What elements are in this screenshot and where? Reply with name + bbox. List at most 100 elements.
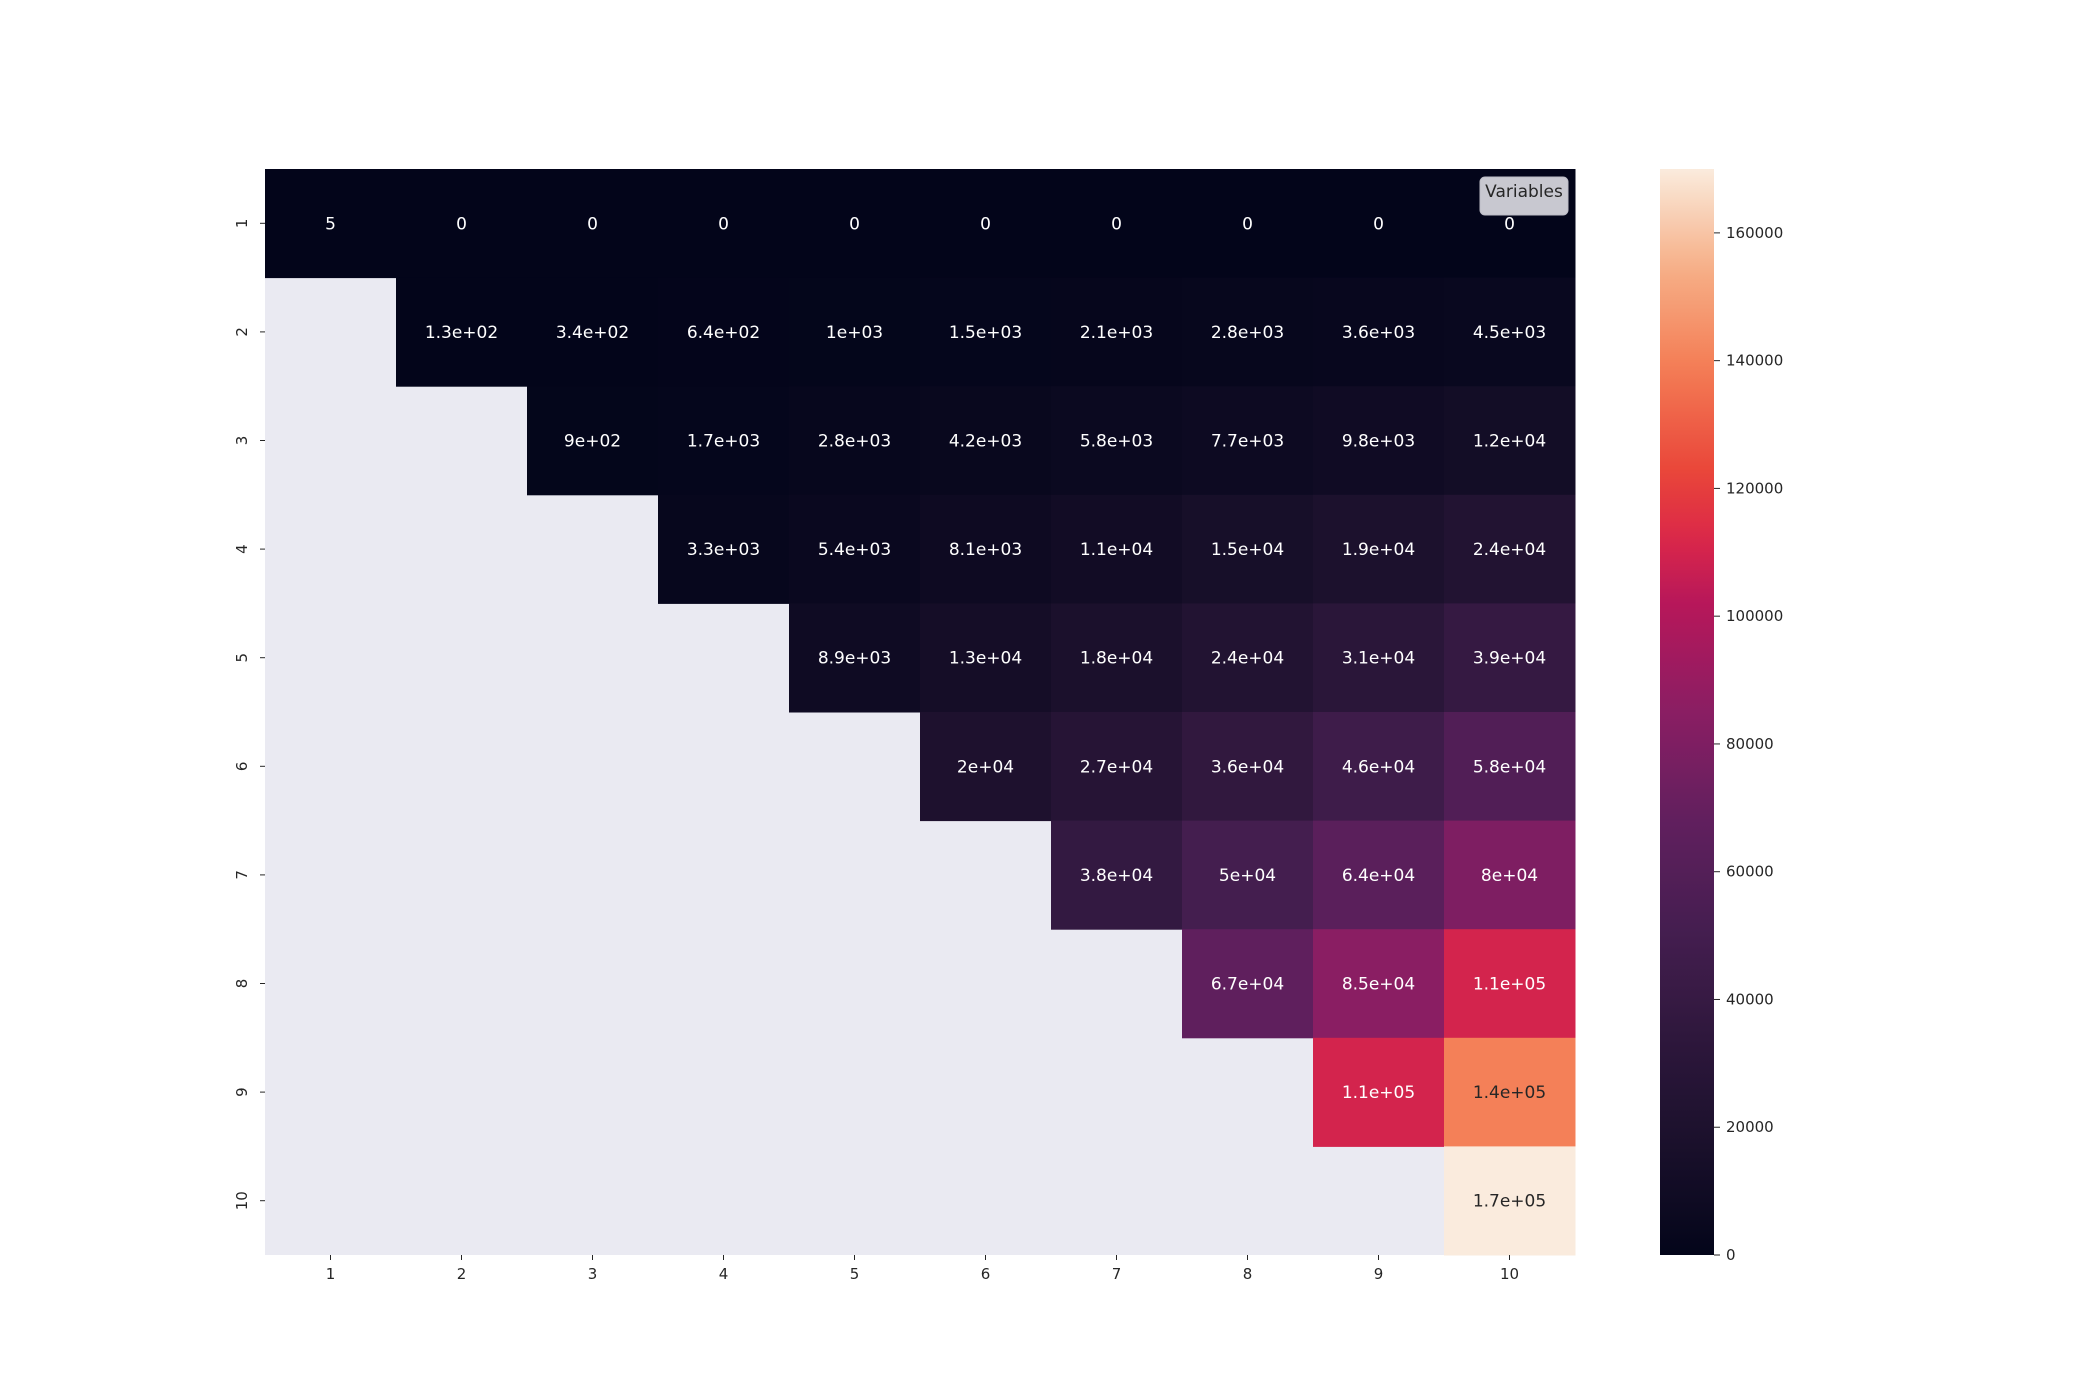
legend-box — [1479, 176, 1569, 216]
cell-annotation: 5.8e+03 — [1080, 432, 1153, 452]
cell-annotation: 0 — [456, 214, 467, 234]
cell-annotation: 1.8e+04 — [1080, 649, 1153, 669]
x-tick-label: 4 — [719, 1265, 729, 1283]
cell-annotation: 1.4e+05 — [1473, 1083, 1546, 1103]
cell-annotation: 3.8e+04 — [1080, 866, 1153, 886]
heatmap-cell — [1051, 494, 1183, 604]
cell-annotation: 3.4e+02 — [556, 323, 629, 343]
heatmap-cell — [1182, 169, 1314, 279]
heatmap-cell — [1444, 929, 1576, 1039]
cell-annotation: 0 — [1242, 214, 1253, 234]
cell-annotation: 2.4e+04 — [1211, 649, 1284, 669]
colorbar-tick-label: 20000 — [1726, 1118, 1774, 1136]
cell-annotation: 1.7e+03 — [687, 432, 760, 452]
heatmap-cell — [1182, 820, 1314, 930]
heatmap-cell — [1313, 820, 1445, 930]
colorbar-tick-label: 140000 — [1726, 352, 1783, 370]
cell-annotation: 6.7e+04 — [1211, 975, 1284, 995]
cell-annotation: 2.8e+03 — [818, 432, 891, 452]
heatmap-cell — [1313, 1037, 1445, 1147]
cell-annotation: 0 — [587, 214, 598, 234]
heatmap-cell — [1444, 1037, 1576, 1147]
heatmap-cell — [1313, 169, 1445, 279]
legend-label: Variables — [1485, 182, 1563, 202]
x-tick-label: 3 — [588, 1265, 598, 1283]
cell-annotation: 8.1e+03 — [949, 540, 1022, 560]
cell-annotation: 0 — [1111, 214, 1122, 234]
cell-annotation: 9e+02 — [564, 432, 621, 452]
y-tick-label: 4 — [233, 544, 251, 554]
heatmap-cell — [1444, 712, 1576, 822]
heatmap-cell — [1051, 277, 1183, 387]
y-tick-label: 2 — [233, 327, 251, 337]
cell-annotation: 3.6e+04 — [1211, 757, 1284, 777]
colorbar-tick-label: 80000 — [1726, 735, 1774, 753]
heatmap-cell — [789, 603, 921, 713]
cell-annotation: 3.1e+04 — [1342, 649, 1415, 669]
x-tick-label: 7 — [1112, 1265, 1122, 1283]
colorbar-tick-label: 60000 — [1726, 863, 1774, 881]
cell-annotation: 0 — [718, 214, 729, 234]
y-tick-label: 10 — [233, 1191, 251, 1210]
cell-annotation: 0 — [1373, 214, 1384, 234]
cell-annotation: 3.6e+03 — [1342, 323, 1415, 343]
cell-annotation: 8.9e+03 — [818, 649, 891, 669]
cell-annotation: 4.2e+03 — [949, 432, 1022, 452]
cell-annotation: 4.6e+04 — [1342, 757, 1415, 777]
colorbar-tick-label: 160000 — [1726, 224, 1783, 242]
x-tick-label: 2 — [457, 1265, 467, 1283]
cell-annotation: 8.5e+04 — [1342, 975, 1415, 995]
cell-annotation: 1.3e+02 — [425, 323, 498, 343]
heatmap-cell — [1444, 820, 1576, 930]
cell-annotation: 2.1e+03 — [1080, 323, 1153, 343]
y-axis: 1 2 3 4 5 6 7 8 9 10 — [233, 219, 265, 1210]
colorbar-gradient — [1660, 169, 1714, 1255]
cell-annotation: 2.7e+04 — [1080, 757, 1153, 777]
heatmap-cell — [920, 494, 1052, 604]
cell-annotation: 6.4e+04 — [1342, 866, 1415, 886]
y-tick-label: 7 — [233, 870, 251, 880]
heatmap-cell — [920, 603, 1052, 713]
heatmap-cell — [1444, 277, 1576, 387]
cell-annotation: 1e+03 — [826, 323, 883, 343]
heatmap-cell — [1182, 603, 1314, 713]
cell-annotation: 1.5e+03 — [949, 323, 1022, 343]
heatmap-cell — [1313, 929, 1445, 1039]
y-tick-label: 5 — [233, 653, 251, 663]
cell-annotation: 1.1e+05 — [1342, 1083, 1415, 1103]
cell-annotation: 0 — [980, 214, 991, 234]
y-tick-label: 6 — [233, 762, 251, 772]
heatmap-cell — [1444, 603, 1576, 713]
heatmap-cell — [527, 169, 659, 279]
heatmap-cell — [1444, 386, 1576, 496]
colorbar-tick-label: 120000 — [1726, 479, 1783, 497]
cell-annotation: 1.9e+04 — [1342, 540, 1415, 560]
cell-annotation: 9.8e+03 — [1342, 432, 1415, 452]
y-tick-label: 9 — [233, 1087, 251, 1097]
heatmap-cell — [1444, 494, 1576, 604]
cell-annotation: 2e+04 — [957, 757, 1014, 777]
heatmap-cell — [789, 277, 921, 387]
colorbar-ticks: 0 20000 40000 60000 80000 100000 120000 140000 1… — [1714, 224, 1783, 1264]
x-tick-label: 8 — [1243, 1265, 1253, 1283]
colorbar-tick-label: 40000 — [1726, 990, 1774, 1008]
heatmap-cell — [1051, 712, 1183, 822]
cell-annotation: 5.4e+03 — [818, 540, 891, 560]
colorbar-tick-label: 0 — [1726, 1246, 1736, 1264]
cell-annotation: 1.3e+04 — [949, 649, 1022, 669]
cell-annotation: 0 — [849, 214, 860, 234]
x-tick-label: 6 — [981, 1265, 991, 1283]
cell-annotation: 1.2e+04 — [1473, 432, 1546, 452]
heatmap-cell — [1182, 277, 1314, 387]
heatmap-cell — [920, 712, 1052, 822]
heatmap-cell — [527, 277, 659, 387]
heatmap-cell — [920, 277, 1052, 387]
x-tick-label: 10 — [1500, 1265, 1519, 1283]
cell-annotation: 2.8e+03 — [1211, 323, 1284, 343]
heatmap-cell — [1444, 1146, 1576, 1256]
heatmap-cell — [1313, 494, 1445, 604]
heatmap-cell — [527, 386, 659, 496]
heatmap-cell — [658, 169, 790, 279]
plot-area: 5 0 0 0 0 0 0 0 0 0 1.3e+02 3.4e+02 6.4e+02 1e+03 1.5e… — [265, 169, 1576, 1256]
heatmap-cell — [1182, 386, 1314, 496]
